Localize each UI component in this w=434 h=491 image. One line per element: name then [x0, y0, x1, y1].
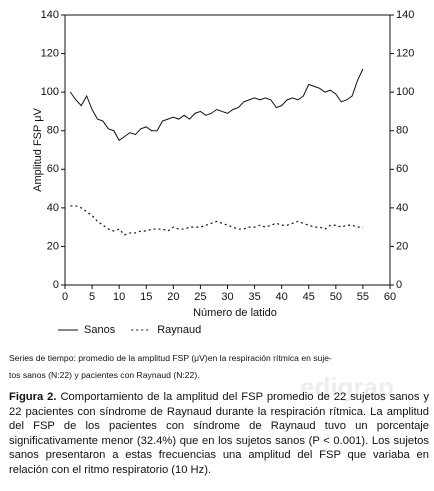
- x-tick-label: 50: [330, 291, 342, 303]
- y-tick-label: 100: [41, 86, 59, 98]
- series-note: Series de tiempo: promedio de la amplitu…: [9, 350, 427, 384]
- y-tick-label: 60: [47, 163, 59, 175]
- x-tick-label: 40: [276, 291, 288, 303]
- y-tick-label: 120: [41, 47, 59, 59]
- y2-tick-label: 140: [396, 9, 414, 21]
- x-tick-label: 15: [140, 291, 152, 303]
- y2-tick-label: 20: [396, 240, 408, 252]
- y2-tick-label: 40: [396, 202, 408, 214]
- plot-frame: [64, 14, 391, 286]
- figure-text: Comportamiento de la amplitud del FSP pr…: [9, 391, 430, 476]
- legend-label: Raynaud: [157, 324, 201, 336]
- x-tick-label: 0: [62, 291, 68, 303]
- y2-tick-label: 0: [396, 279, 402, 291]
- x-tick-label: 10: [113, 291, 125, 303]
- figure-label: Figura 2.: [9, 391, 57, 403]
- legend-label: Sanos: [84, 324, 116, 336]
- note-line: tos sanos (N:22) y pacientes con Raynaud…: [9, 370, 200, 380]
- x-tick-label: 5: [89, 291, 95, 303]
- x-tick-label: 25: [194, 291, 206, 303]
- series-line: [70, 205, 363, 236]
- x-tick-label: 45: [303, 291, 315, 303]
- x-tick-label: 60: [384, 291, 396, 303]
- y-tick-label: 40: [47, 202, 59, 214]
- y2-tick-label: 100: [396, 86, 414, 98]
- y-tick-label: 80: [47, 125, 59, 137]
- y2-tick-label: 120: [396, 47, 414, 59]
- x-tick-label: 35: [248, 291, 260, 303]
- chart: Número de latido Amplitud FSP μV 0 020 204…: [32, 9, 414, 336]
- y2-tick-label: 60: [396, 163, 408, 175]
- series-line: [70, 68, 364, 142]
- x-tick-label: 55: [357, 291, 369, 303]
- note-line: Series de tiempo: promedio de la amplitu…: [9, 353, 332, 363]
- y-tick-label: 20: [47, 240, 59, 252]
- y2-tick-label: 80: [396, 125, 408, 137]
- watermark: edigrap: [300, 372, 394, 402]
- x-axis-label: Número de latido: [193, 307, 277, 319]
- y-tick-label: 140: [41, 9, 59, 21]
- x-tick-label: 20: [167, 291, 179, 303]
- y-tick-label: 0: [53, 279, 59, 291]
- x-tick-label: 30: [221, 291, 233, 303]
- figure-caption: Figura 2. Comportamiento de la amplitud …: [9, 390, 429, 478]
- y-axis-label: Amplitud FSP μV: [32, 107, 44, 191]
